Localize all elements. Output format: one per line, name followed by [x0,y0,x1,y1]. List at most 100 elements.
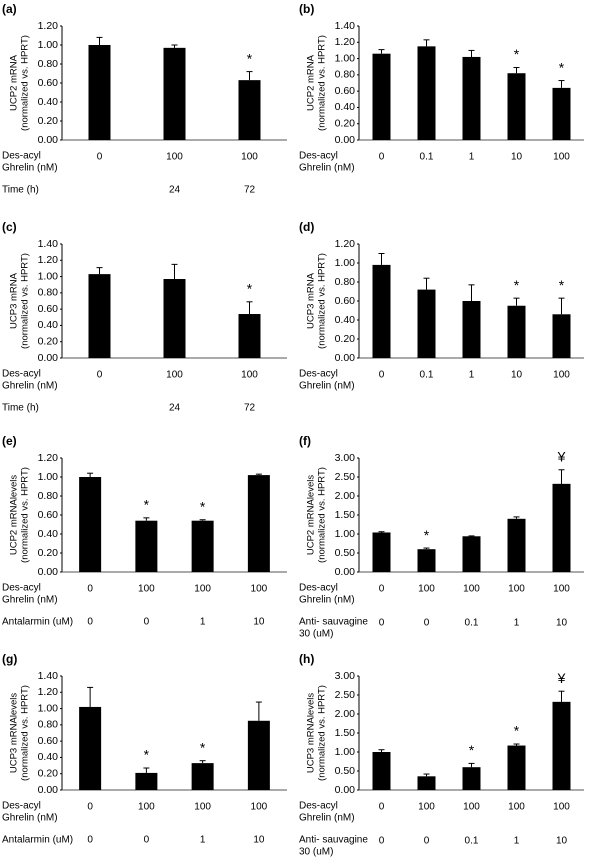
panel: (h) UCP3 mRNAlevels (normalized vs. HPRT) 0… [299,652,584,858]
row-label: Ghrelin (nM) [2,163,58,174]
y-tick-label: 0.40 [38,96,59,108]
bar [163,279,186,358]
bar [417,776,436,790]
x-tick-label: 100 [463,584,480,595]
y-axis-label: UCP2 mRNA [306,54,317,111]
y-tick-label: 0.20 [335,117,356,129]
y-axis-label: (normalized vs. HPRT) [317,253,328,349]
bar [462,56,481,140]
x-tick-label: 0 [87,617,93,628]
row-label: Des-acyl [2,369,41,380]
bar [552,701,571,790]
x-tick-label: 0 [144,617,150,628]
panel-label: (f) [299,434,311,448]
bar [417,549,436,572]
row-label: 30 (uM) [299,847,333,858]
panel-label: (c) [2,220,17,234]
row-label: Ghrelin (nM) [299,381,355,392]
row-label: Anti- sauvagine [299,835,368,846]
panel: (b) UCP2 mRNA (normalized vs. HPRT) 0.00 0.2… [299,2,584,174]
x-tick-label: 0 [87,835,93,846]
significance-marker: * [247,281,253,297]
y-tick-label: 2.50 [335,689,356,701]
significance-marker: ¥ [557,670,566,686]
significance-marker: * [469,742,475,758]
x-tick-label: 100 [166,152,183,163]
row-label: Ghrelin (nM) [2,813,58,824]
y-tick-label: 1.40 [38,238,59,250]
x-tick-label: 0 [144,835,150,846]
y-tick-label: 0.40 [38,528,59,540]
row-label: Ghrelin (nM) [2,595,58,606]
y-tick-label: 1.00 [335,257,356,269]
significance-marker: * [200,498,206,514]
y-tick-label: 0.80 [38,490,59,502]
y-tick-label: 2.00 [335,490,356,502]
y-tick-label: 0.80 [335,69,356,81]
y-axis-label: UCP2 mRNAlevels [9,475,20,555]
y-axis-label: UCP2 mRNA [9,54,20,111]
panel-label: (h) [299,652,314,666]
y-axis-label: (normalized vs. HPRT) [317,35,328,131]
x-tick-label: 0 [424,618,430,629]
y-axis-label: UCP3 mRNA [9,272,20,329]
panel: (e) UCP2 mRNAlevels (normalized vs. HPRT) 0… [2,434,287,628]
y-tick-label: 0.00 [38,134,59,146]
y-axis-label: (normalized vs. HPRT) [20,253,31,349]
bar [238,80,261,140]
x-tick-label: 0 [97,370,103,381]
x-tick-label: 10 [253,617,265,628]
x-tick-label: 0 [379,802,385,813]
y-axis-label: (normalized vs. HPRT) [317,467,328,563]
bar [507,305,526,358]
significance-marker: * [514,723,520,739]
row-label: Des-acyl [299,151,338,162]
y-tick-label: 1.20 [335,238,356,250]
x-tick-label: 100 [463,802,480,813]
x-tick-label: 1 [514,836,520,847]
y-tick-label: 0.40 [38,751,59,763]
panel: (f) UCP2 mRNAlevels (normalized vs. HPRT) 0… [299,434,584,640]
x-tick-label: 24 [169,403,181,414]
y-tick-label: 1.00 [38,702,59,714]
y-tick-label: 0.80 [38,287,59,299]
row-label: Des-acyl [2,583,41,594]
bar [135,520,158,572]
bar [507,518,526,572]
bar [372,264,391,358]
y-axis-label: (normalized vs. HPRT) [317,685,328,781]
y-tick-label: 0.40 [335,101,356,113]
y-tick-label: 1.40 [38,670,59,682]
bar [462,301,481,358]
x-tick-label: 0 [424,836,430,847]
x-tick-label: 100 [508,584,525,595]
row-label: Ghrelin (nM) [299,595,355,606]
x-tick-label: 100 [251,584,268,595]
bar [238,314,261,358]
significance-marker: * [514,46,520,62]
y-tick-label: 0.80 [38,719,59,731]
panel: (c) UCP3 mRNA (normalized vs. HPRT) 0.00 0.2… [2,220,287,414]
panel-label: (g) [2,652,17,666]
y-tick-label: 2.00 [335,708,356,720]
bar [417,46,436,140]
row-label: Time (h) [2,403,39,414]
x-tick-label: 100 [508,802,525,813]
significance-marker: * [514,277,520,293]
x-tick-label: 24 [169,185,181,196]
bar [135,772,158,790]
significance-marker: * [200,739,206,755]
y-tick-label: 3.00 [335,670,356,682]
y-tick-label: 0.00 [335,134,356,146]
y-tick-label: 0.20 [38,335,59,347]
bar [191,520,214,572]
x-tick-label: 100 [194,802,211,813]
x-tick-label: 100 [418,584,435,595]
x-tick-label: 100 [553,584,570,595]
y-tick-label: 0.20 [38,115,59,127]
x-tick-label: 0.1 [420,152,434,163]
x-tick-label: 0.1 [420,370,434,381]
significance-marker: * [144,497,150,513]
y-tick-label: 0.60 [38,509,59,521]
